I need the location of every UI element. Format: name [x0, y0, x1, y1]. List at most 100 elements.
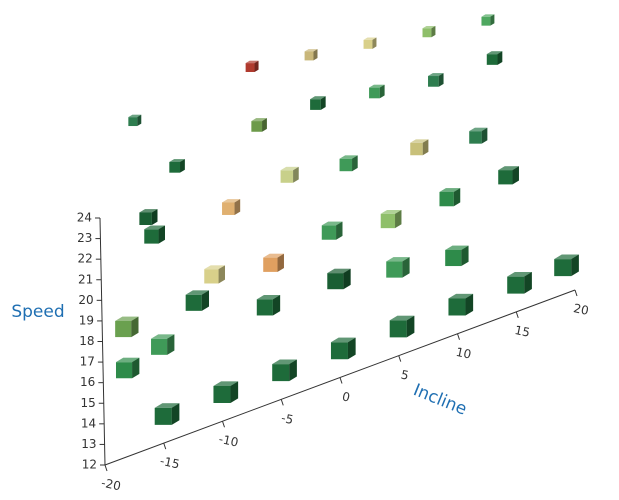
cube-front: [439, 191, 454, 207]
cube: [115, 357, 140, 379]
cube-side-shade: [395, 209, 402, 229]
cube-top: [481, 14, 495, 17]
cube-top: [154, 403, 180, 408]
cube-top: [554, 254, 579, 260]
x-tick-label: 20: [572, 301, 590, 318]
cube-top-shade: [115, 357, 140, 363]
cube-side-shade: [277, 253, 284, 272]
cube-side: [571, 254, 579, 277]
x-tick: [515, 311, 519, 319]
cube-top-shade: [169, 159, 185, 162]
cube-top: [469, 127, 488, 132]
cube-top: [369, 84, 385, 88]
cube: [327, 268, 351, 290]
cube-side: [453, 188, 461, 207]
cube-front: [330, 342, 348, 360]
cube-top-shade: [339, 155, 358, 159]
cube-front: [339, 158, 353, 172]
cube-top-shade: [486, 51, 503, 55]
cube-side: [137, 114, 142, 127]
cube: [304, 49, 318, 61]
y-tick-label: 13: [81, 437, 96, 451]
cube-top-shade: [363, 37, 377, 40]
cube-top-shade: [448, 293, 474, 299]
cube-side-shade: [313, 49, 318, 61]
cube-side: [336, 221, 343, 240]
cube-front: [263, 257, 278, 272]
cube-front: [151, 338, 168, 355]
cube-front: [144, 229, 159, 244]
cube-top-shade: [185, 290, 210, 295]
cube-front: [304, 51, 314, 61]
cube-top-shade: [330, 337, 356, 343]
cube-front: [185, 294, 202, 311]
cube: [321, 221, 343, 240]
cube-side-shade: [465, 293, 474, 316]
cube: [272, 359, 297, 382]
cube: [439, 188, 461, 207]
cube-side: [379, 84, 385, 99]
cube-side-shade: [352, 155, 358, 172]
cube-top-shade: [310, 96, 326, 100]
x-tick: [339, 377, 343, 384]
cube-side-shade: [453, 188, 461, 207]
cube-front: [469, 131, 482, 144]
x-tick-label: -10: [218, 432, 240, 450]
x-axis-title: Incline: [410, 380, 469, 419]
cube-side: [289, 359, 297, 382]
cube: [310, 96, 326, 110]
cube-front: [169, 161, 181, 173]
cube-top: [445, 245, 469, 250]
cube-side: [171, 403, 180, 425]
cube: [251, 118, 267, 132]
cube-top-shade: [380, 209, 402, 214]
cube-side-shade: [320, 96, 326, 110]
cube-front: [213, 385, 231, 403]
cube-side-shade: [490, 14, 495, 26]
cube-top-shade: [222, 199, 241, 203]
cube-side-shade: [137, 114, 142, 127]
cube-front: [128, 117, 138, 127]
cube-top: [304, 49, 318, 52]
cube-top-shade: [263, 253, 284, 258]
cube-front: [507, 276, 525, 294]
cube-side-shade: [379, 84, 385, 99]
y-tick-label: 16: [80, 375, 95, 389]
cube-top-shade: [469, 127, 488, 132]
cube: [245, 60, 259, 72]
cube-top: [280, 166, 299, 171]
cube-top: [213, 381, 239, 386]
y-tick-label: 24: [77, 211, 92, 225]
cube: [428, 73, 444, 87]
cube: [128, 114, 142, 127]
cube: [445, 245, 469, 267]
cube-top-shade: [445, 245, 469, 250]
cube: [330, 337, 356, 360]
cube-top-shade: [439, 188, 461, 192]
x-tick: [574, 289, 578, 297]
cube-side-shade: [402, 257, 410, 278]
cube-side-shade: [438, 73, 444, 87]
x-tick-label: 10: [455, 345, 473, 362]
cube-top-shade: [554, 254, 579, 260]
cube-side-shade: [201, 290, 210, 311]
cube-side: [352, 155, 358, 172]
cube: [115, 316, 139, 338]
y-axis-title: Speed: [11, 302, 64, 322]
cube-top: [263, 253, 284, 258]
cube-side: [254, 60, 259, 72]
cube-front: [251, 121, 263, 132]
x-tick-label: -20: [100, 476, 122, 494]
cube-side: [158, 225, 166, 244]
cube-side: [167, 334, 175, 355]
cube-side-shade: [461, 245, 469, 267]
cube-top: [507, 272, 532, 277]
cube-side-shade: [497, 51, 503, 65]
cube-side: [131, 316, 139, 338]
cube-side-shade: [180, 159, 185, 173]
cube-side-shade: [524, 272, 532, 294]
cube: [280, 166, 299, 183]
cube-top-shade: [251, 118, 267, 122]
cube-side-shade: [512, 166, 519, 185]
